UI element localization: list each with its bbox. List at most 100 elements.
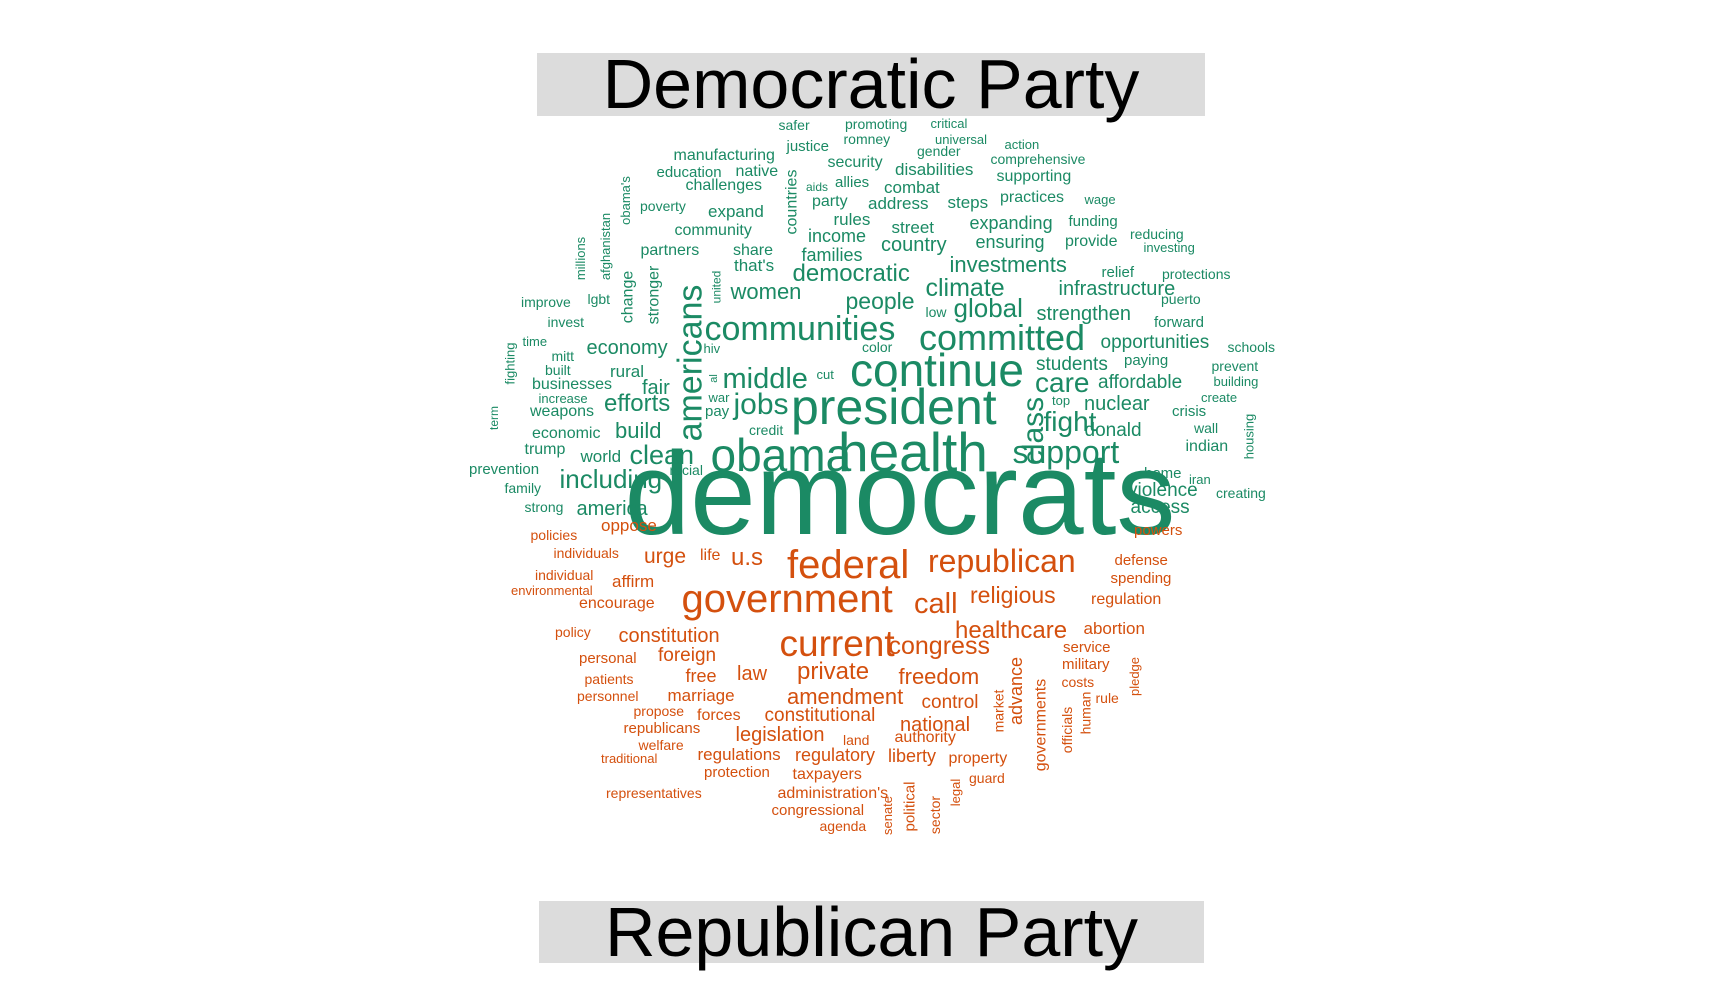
word-war: war [708, 390, 730, 406]
word-paying: paying [1124, 351, 1169, 369]
word-taxpayers: taxpayers [792, 765, 862, 783]
word-climate: climate [925, 273, 1005, 302]
word-protection: protection [704, 763, 770, 781]
word-federal: federal [787, 543, 910, 588]
word-businesses: businesses [532, 375, 613, 393]
word-market: market [989, 689, 1006, 733]
word-increase: increase [538, 391, 588, 407]
word-home: home [1144, 464, 1182, 482]
word-relief: relief [1101, 263, 1135, 281]
word-middle: middle [722, 363, 808, 396]
word-low: low [925, 303, 947, 320]
word-efforts: efforts [604, 390, 671, 418]
word-wall: wall [1194, 419, 1219, 436]
word-guard: guard [969, 769, 1005, 786]
word-justice: justice [786, 137, 830, 155]
word-poverty: poverty [640, 197, 686, 214]
word-authority: authority [894, 728, 956, 746]
word-infrastructure: infrastructure [1058, 277, 1176, 300]
word-agenda: agenda [819, 817, 867, 834]
word-gender: gender [917, 142, 961, 159]
word-ensuring: ensuring [975, 232, 1045, 253]
word-support: support [1012, 433, 1120, 470]
word-afghanistan: afghanistan [597, 212, 613, 280]
word-constitutional: constitutional [764, 705, 876, 727]
word-health: health [838, 420, 988, 483]
word-economic: economic [532, 424, 601, 442]
word-stronger: stronger [644, 265, 662, 325]
word-community: community [674, 221, 752, 239]
word-investing: investing [1143, 240, 1195, 256]
word-millions: millions [572, 236, 588, 280]
word-prevention: prevention [469, 460, 540, 478]
word-al: al [707, 373, 720, 383]
word-racial: racial [669, 461, 703, 478]
word-administration-s: administration's [777, 784, 889, 802]
word-clean: clean [629, 439, 695, 470]
word-fair: fair [642, 376, 670, 399]
word-committed: committed [919, 317, 1086, 359]
word-violence: violence [1128, 480, 1198, 502]
word-cut: cut [816, 367, 834, 383]
word-rules: rules [833, 210, 871, 230]
word-political: political [901, 780, 919, 832]
word-hiv: hiv [703, 341, 721, 357]
word-pledge: pledge [1126, 656, 1142, 696]
word-puerto: puerto [1161, 290, 1201, 307]
word-current: current [779, 622, 895, 664]
word-individuals: individuals [553, 544, 619, 561]
word-america: america [576, 497, 648, 520]
word-partners: partners [640, 241, 700, 259]
word-pay: pay [705, 402, 730, 420]
word-nuclear: nuclear [1084, 392, 1150, 415]
word-time: time [522, 334, 548, 350]
word-weapons: weapons [530, 402, 595, 420]
word-invest: invest [547, 313, 585, 330]
word-communities: communities [704, 310, 896, 349]
word-party: party [812, 192, 848, 210]
word-united: united [708, 270, 723, 304]
word-action: action [1004, 137, 1040, 153]
word-freedom: freedom [898, 663, 980, 689]
word-funding: funding [1068, 212, 1118, 230]
word-safer: safer [778, 116, 810, 133]
word-foreign: foreign [658, 645, 717, 667]
word-promoting: promoting [845, 115, 908, 132]
word-jobs: jobs [733, 388, 789, 422]
word-free: free [685, 666, 717, 687]
word-powers: powers [1134, 521, 1183, 539]
word-students: students [1036, 354, 1108, 376]
word-share: share [733, 241, 774, 259]
word-including: including [559, 463, 663, 494]
word-forward: forward [1154, 313, 1205, 331]
word-indian: indian [1185, 437, 1229, 455]
word-republican: republican [928, 542, 1076, 579]
word-care: care [1035, 367, 1090, 399]
word-countries: countries [782, 169, 800, 235]
word-service: service [1063, 638, 1111, 656]
word-representatives: representatives [606, 784, 702, 801]
word-people: people [845, 288, 915, 315]
word-constitution: constitution [618, 624, 720, 647]
word-liberty: liberty [888, 746, 937, 767]
word-address: address [868, 194, 929, 214]
word-steps: steps [947, 193, 989, 213]
word-oppose: oppose [601, 516, 657, 536]
word-congress: congress [888, 631, 990, 660]
word-democratic: democratic [792, 260, 910, 288]
word-street: street [891, 218, 935, 238]
word-top: top [1052, 393, 1071, 409]
word-native: native [735, 162, 779, 180]
word-disabilities: disabilities [895, 160, 974, 180]
word-combat: combat [884, 178, 940, 198]
word-regulations: regulations [697, 745, 781, 765]
word-call: call [914, 588, 958, 621]
word-supporting: supporting [996, 167, 1072, 185]
word-democrats: democrats [624, 428, 1176, 561]
word-built: built [545, 361, 571, 378]
word-housing: housing [1241, 413, 1257, 459]
word-regulation: regulation [1091, 590, 1162, 608]
word-provide: provide [1065, 232, 1118, 250]
word-military: military [1062, 655, 1110, 673]
word-rural: rural [610, 362, 645, 382]
